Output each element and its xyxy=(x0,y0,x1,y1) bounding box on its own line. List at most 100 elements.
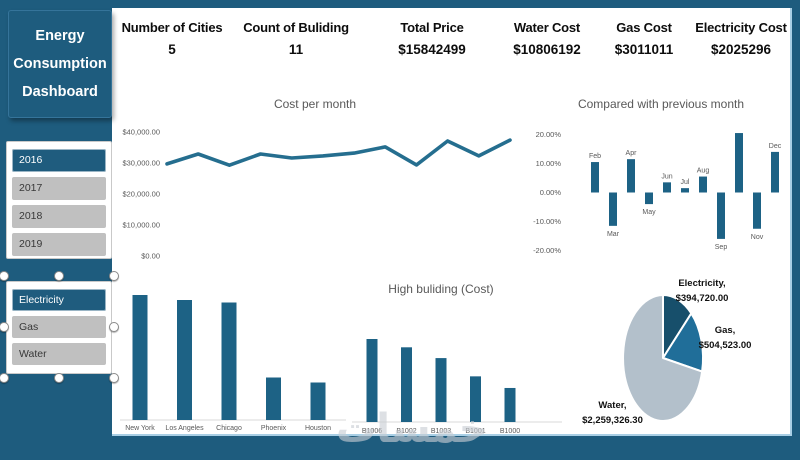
city-label: Los Angeles xyxy=(165,425,204,432)
building-label: B1006 xyxy=(362,428,382,435)
selection-handle[interactable] xyxy=(109,322,119,332)
pie-label-value: $504,523.00 xyxy=(698,339,752,351)
pie-label-value: $2,259,326.30 xyxy=(582,414,643,426)
dashboard-title-line: Energy xyxy=(35,27,85,44)
bar-New York xyxy=(132,295,148,420)
bar-B1001 xyxy=(470,376,481,422)
year-option-2017[interactable]: 2017 xyxy=(12,177,106,200)
selection-handle[interactable] xyxy=(0,322,9,332)
kpi-label: Total Price xyxy=(400,20,464,35)
y-tick-label: -20.00% xyxy=(533,246,561,255)
bar-Mar xyxy=(609,192,617,226)
selection-handle[interactable] xyxy=(0,373,9,383)
kpi-count-of-building: Count of Buliding 11 xyxy=(243,20,349,57)
building-label: B1003 xyxy=(431,428,451,435)
y-tick-label: -10.00% xyxy=(533,217,561,226)
month-label: Apr xyxy=(626,150,638,157)
category-option-gas[interactable]: Gas xyxy=(12,316,106,338)
year-option-2018[interactable]: 2018 xyxy=(12,205,106,228)
pie-slice-gas xyxy=(662,312,705,373)
building-label: B1002 xyxy=(396,428,416,435)
bar-B1006 xyxy=(366,339,378,422)
bar-Jun xyxy=(663,182,671,193)
kpi-gas-cost: Gas Cost $3011011 xyxy=(615,20,674,57)
y-tick-label: 0.00% xyxy=(540,188,562,197)
cost-per-month-svg[interactable]: $40,000.00 $30,000.00 $20,000.00 $10,000.00… xyxy=(114,92,516,264)
dashboard-title: Energy Consumption Dashboard xyxy=(8,10,112,118)
pie-label-electricity: Electricity, $394,720.00 xyxy=(656,277,748,306)
building-svg[interactable]: B1006 B1002 B1003 B1001 B1000 xyxy=(350,296,565,438)
bar-Phoenix xyxy=(266,377,281,420)
comparison-title: Compared with previous month xyxy=(577,97,745,111)
category-option-electricity[interactable]: Electricity xyxy=(12,289,106,311)
month-label: Dec xyxy=(769,143,782,150)
y-tick-label: $0.00 xyxy=(141,252,160,261)
dashboard-title-line: Consumption xyxy=(13,55,107,72)
bar-B1002 xyxy=(401,347,412,422)
pie-label-name: Water, xyxy=(598,400,627,411)
bar-Feb xyxy=(591,162,599,193)
y-tick-label: $30,000.00 xyxy=(122,159,160,168)
category-slicer: Electricity Gas Water xyxy=(6,281,112,374)
bar-Sep xyxy=(717,192,725,239)
pie-slice-water xyxy=(622,294,704,422)
building-label: B1001 xyxy=(465,428,485,435)
year-option-2016[interactable]: 2016 xyxy=(12,149,106,172)
city-svg[interactable]: New York Los Angeles Chicago Phoenix Houston xyxy=(114,278,354,433)
kpi-label: Count of Buliding xyxy=(243,20,349,35)
pie-svg[interactable] xyxy=(560,270,795,435)
kpi-water-cost: Water Cost $10806192 xyxy=(513,20,581,57)
month-label: Jun xyxy=(661,173,672,180)
pie-label-gas: Gas, $504,523.00 xyxy=(680,324,770,353)
pie-label-name: Gas, xyxy=(714,325,736,336)
city-label: Houston xyxy=(305,425,331,432)
watermark: خمسات xyxy=(336,406,488,452)
selection-handle[interactable] xyxy=(109,271,119,281)
bar-B1003 xyxy=(435,358,447,422)
pie-label-water: Water, $2,259,326.30 xyxy=(565,399,660,428)
pie-label-value: $394,720.00 xyxy=(675,292,729,304)
kpi-value: $3011011 xyxy=(614,42,674,57)
month-label: Feb xyxy=(589,153,601,160)
comparison-svg[interactable]: 20.00% 10.00% 0.00% -10.00% -20.00% Feb Mar Apr… xyxy=(528,92,794,264)
kpi-label: Water Cost xyxy=(513,20,581,35)
selection-handle[interactable] xyxy=(54,271,64,281)
kpi-label: Electricity Cost xyxy=(695,20,787,35)
bar-Chicago xyxy=(221,302,237,420)
kpi-value: 11 xyxy=(288,42,304,57)
y-tick-label: $40,000.00 xyxy=(122,128,160,137)
bar-Dec xyxy=(771,151,779,193)
building-label: B1000 xyxy=(500,428,520,435)
kpi-value: 5 xyxy=(168,42,176,57)
category-option-water[interactable]: Water xyxy=(12,343,106,365)
y-tick-label: 10.00% xyxy=(536,159,562,168)
bar-Los Angeles xyxy=(177,300,192,420)
year-option-2019[interactable]: 2019 xyxy=(12,233,106,256)
month-label: Aug xyxy=(697,168,710,175)
kpi-value: $15842499 xyxy=(398,42,466,57)
month-label: May xyxy=(642,209,656,216)
selection-handle[interactable] xyxy=(109,373,119,383)
y-tick-label: $10,000.00 xyxy=(122,221,160,230)
month-label: Mar xyxy=(607,231,620,238)
city-label: New York xyxy=(125,425,155,432)
bar-Nov xyxy=(753,192,761,229)
city-label: Phoenix xyxy=(261,425,287,432)
selection-handle[interactable] xyxy=(54,373,64,383)
cost-per-month-title: Cost per month xyxy=(273,97,357,111)
kpi-label: Gas Cost xyxy=(616,20,672,35)
pie-label-name: Electricity, xyxy=(678,278,726,289)
kpi-value: $10806192 xyxy=(513,42,581,57)
kpi-electricity-cost: Electricity Cost $2025296 xyxy=(695,20,787,57)
city-label: Chicago xyxy=(216,425,242,432)
bar-Apr xyxy=(627,159,635,193)
cost-line xyxy=(165,138,512,167)
bar-unlabeled xyxy=(735,133,743,193)
selection-handle[interactable] xyxy=(0,271,9,281)
bar-Jul xyxy=(681,188,689,193)
month-label: Nov xyxy=(751,234,764,241)
month-label: Sep xyxy=(715,244,728,251)
bar-Houston xyxy=(310,382,326,420)
bar-B1000 xyxy=(504,387,516,422)
